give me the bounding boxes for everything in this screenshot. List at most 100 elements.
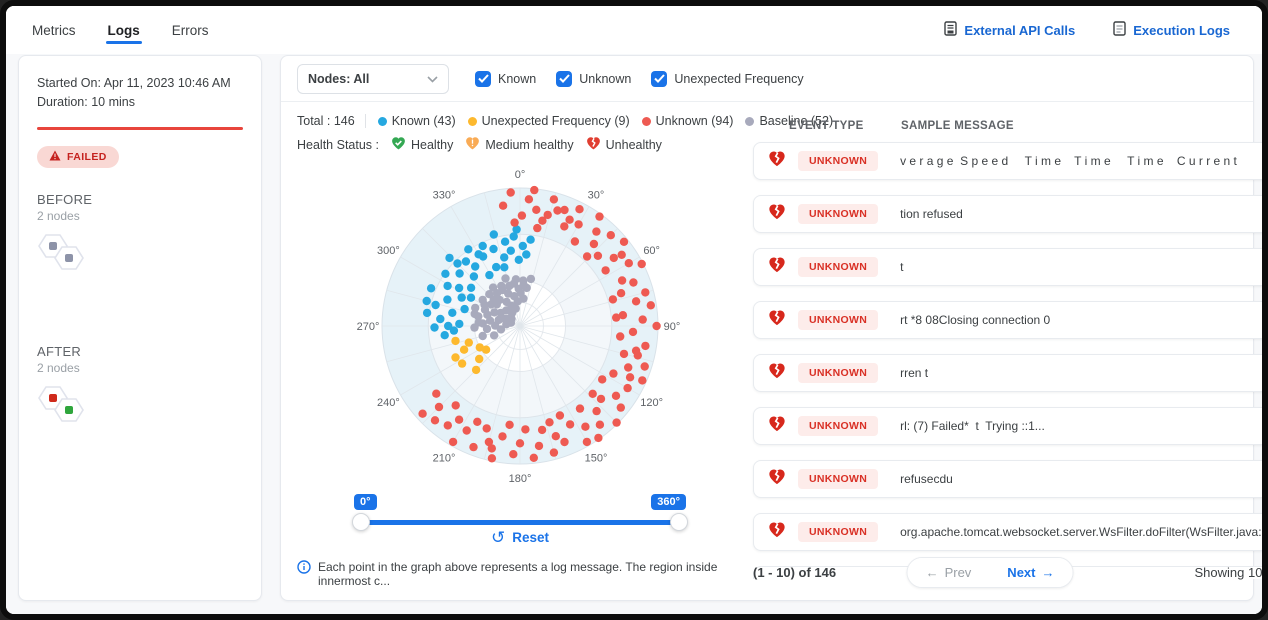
heart-check-icon <box>391 136 406 154</box>
reset-label: Reset <box>512 530 550 545</box>
data-point-unknown <box>451 401 460 410</box>
checkbox-checked-icon[interactable] <box>475 70 491 87</box>
data-point-unknown <box>612 418 621 427</box>
data-point-unknown <box>609 369 618 378</box>
heart-broken-icon <box>768 309 786 332</box>
tab-errors[interactable]: Errors <box>171 22 209 38</box>
event-type-badge: UNKNOWN <box>798 363 879 383</box>
before-node-icons[interactable] <box>37 233 243 278</box>
legend-label: Unknown (94) <box>655 114 734 128</box>
tab-metrics[interactable]: Metrics <box>32 22 76 38</box>
tab-logs[interactable]: Logs <box>105 9 143 52</box>
data-point-unknown <box>533 223 542 233</box>
data-point-known <box>512 225 521 234</box>
execution-logs-link[interactable]: Execution Logs <box>1113 20 1230 40</box>
data-point-unknown <box>469 442 478 452</box>
data-point-known <box>422 308 432 318</box>
data-point-unknown <box>574 220 583 229</box>
filter-checkbox-unexpected-frequency[interactable]: Unexpected Frequency <box>651 70 804 87</box>
heart-exclamation-icon <box>465 136 480 154</box>
data-point-baseline <box>480 305 490 314</box>
after-node-icons[interactable] <box>37 385 243 430</box>
slider-handle-min[interactable] <box>352 513 370 531</box>
event-type-badge: UNKNOWN <box>798 310 879 330</box>
header-links: External API Calls Execution Logs <box>944 20 1262 40</box>
events-table-header: EVENT TYPE SAMPLE MESSAGE <box>753 112 1262 142</box>
legend-label: Baseline (52) <box>759 114 834 128</box>
event-type-badge: UNKNOWN <box>798 204 879 224</box>
filter-checkbox-known[interactable]: Known <box>475 70 536 87</box>
data-point-known <box>469 272 479 281</box>
event-type-badge: UNKNOWN <box>798 257 879 277</box>
chart-info-note: Each point in the graph above represents… <box>297 560 743 588</box>
data-point-unknown <box>537 425 547 435</box>
data-point-unknown <box>462 426 471 435</box>
data-point-unknown <box>529 453 538 462</box>
data-point-known <box>489 244 498 254</box>
event-type-badge: UNKNOWN <box>798 416 879 436</box>
legend-dot-icon <box>745 116 755 126</box>
data-point-known <box>526 235 535 244</box>
data-point-unknown <box>638 315 647 324</box>
heart-broken-icon <box>586 136 601 154</box>
data-point-unknown <box>619 349 629 359</box>
run-summary-panel: Started On: Apr 11, 2023 10:46 AM Durati… <box>18 55 262 601</box>
checkbox-label: Unexpected Frequency <box>674 71 804 86</box>
execution-logs-label: Execution Logs <box>1133 22 1230 38</box>
heart-broken-icon <box>768 521 786 544</box>
data-point-known <box>443 281 452 291</box>
chart-info-text: Each point in the graph above represents… <box>318 560 718 588</box>
next-page-button[interactable]: Next → <box>989 557 1073 587</box>
data-point-known <box>500 263 509 272</box>
data-point-unknown <box>565 420 575 429</box>
data-point-known <box>449 326 459 335</box>
sample-message-text: refusecdu <box>900 472 953 486</box>
failed-progress-bar <box>37 126 243 130</box>
filter-checkbox-unknown[interactable]: Unknown <box>556 70 631 87</box>
data-point-baseline <box>511 275 521 284</box>
checkbox-checked-icon[interactable] <box>556 70 573 87</box>
slider-handle-max[interactable] <box>670 513 688 531</box>
angle-tick-label: 300° <box>377 245 400 257</box>
data-point-unknown <box>565 215 574 224</box>
data-point-known <box>500 253 509 262</box>
data-point-baseline <box>478 295 487 305</box>
data-point-known <box>453 259 462 268</box>
health-item-healthy: Healthy <box>391 136 453 154</box>
data-point-known <box>455 319 464 329</box>
prev-page-button[interactable]: ← Prev <box>907 557 990 587</box>
sample-message-text: org.apache.tomcat.websocket.server.WsFil… <box>900 525 1268 539</box>
slider-track[interactable] <box>364 520 676 525</box>
data-point-baseline <box>497 281 506 291</box>
health-item-medium-healthy: Medium healthy <box>465 136 574 154</box>
data-point-unknown <box>637 259 646 269</box>
health-status-legend: Health Status : Healthy Medium healthy Unh… <box>297 136 743 154</box>
data-point-baseline <box>501 274 510 283</box>
data-point-unknown <box>434 402 444 412</box>
duration-text: Duration: 10 mins <box>37 95 135 110</box>
data-point-unknown <box>555 411 565 420</box>
data-point-unknown <box>624 259 633 268</box>
reset-icon: ↺ <box>490 528 506 547</box>
angle-tick-label: 330° <box>433 189 456 201</box>
nodes-dropdown[interactable]: Nodes: All <box>297 63 449 94</box>
sample-message-text: v e r a g e S p e e d T i m e T i m e T … <box>900 154 1237 168</box>
data-point-unknown <box>596 394 606 404</box>
event-row: UNKNOWN rl: (7) Failed* t Trying ::1... <box>753 407 1262 445</box>
arrow-right-icon: → <box>1041 564 1055 580</box>
reset-button[interactable]: ↺ Reset <box>297 529 743 546</box>
data-point-unknown <box>612 313 621 322</box>
external-api-calls-link[interactable]: External API Calls <box>944 20 1075 40</box>
legend-label: Known (43) <box>391 114 456 128</box>
data-point-known <box>464 245 473 254</box>
data-point-unknown <box>538 216 547 225</box>
data-point-unexpected-frequency <box>459 345 469 354</box>
legend-label: Unexpected Frequency (9) <box>481 114 630 128</box>
angle-tick-label: 60° <box>643 245 660 257</box>
checkbox-checked-icon[interactable] <box>651 70 668 87</box>
data-point-unknown <box>652 321 661 331</box>
data-point-known <box>455 269 464 278</box>
health-label: Healthy <box>411 138 454 152</box>
document-icon <box>1113 20 1127 40</box>
event-row: UNKNOWN refusecdu <box>753 460 1262 498</box>
